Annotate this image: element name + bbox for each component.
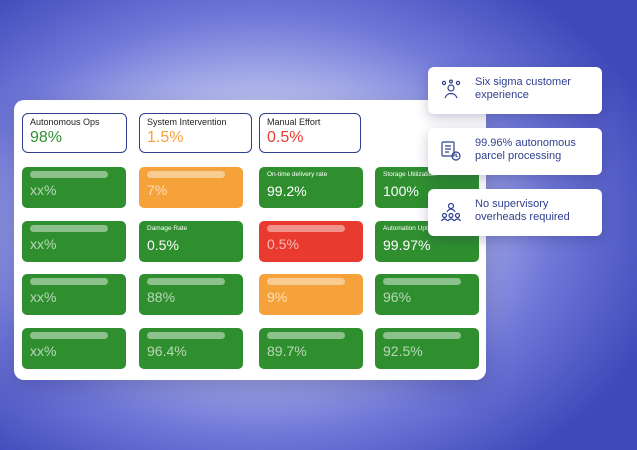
placeholder-bar	[383, 332, 461, 339]
callout-parcel-processing: 99.96% autonomous parcel processing	[428, 128, 602, 175]
tile-value: xx%	[30, 182, 57, 198]
kpi-label: Autonomous Ops	[30, 117, 100, 127]
placeholder-bar	[30, 332, 108, 339]
callout-text: 99.96% autonomous parcel processing	[475, 137, 576, 162]
metric-tile[interactable]: 89.7%	[259, 328, 363, 369]
supervisory-team-icon	[440, 201, 462, 223]
tile-label: Storage Utilization	[383, 171, 436, 178]
tile-label: Automation Uptime	[383, 225, 439, 232]
metric-tile[interactable]: 0.5%	[259, 221, 363, 262]
kpi-manual-effort[interactable]: Manual Effort 0.5%	[259, 113, 361, 153]
tile-value: xx%	[30, 289, 57, 305]
parcel-processing-icon	[440, 140, 462, 162]
placeholder-bar	[147, 332, 225, 339]
tile-value: 99.2%	[267, 183, 307, 199]
callout-text: No supervisory overheads required	[475, 198, 570, 223]
kpi-label: Manual Effort	[267, 117, 321, 127]
placeholder-bar	[147, 278, 225, 285]
tile-value: 96%	[383, 289, 412, 305]
metric-tile[interactable]: 7%	[139, 167, 243, 208]
tile-value: 100%	[383, 183, 419, 199]
metric-tile[interactable]: xx%	[22, 221, 126, 262]
tile-value: 9%	[267, 289, 288, 305]
tile-value: 0.5%	[267, 236, 299, 252]
callout-supervisory: No supervisory overheads required	[428, 189, 602, 236]
metric-tile-on-time-delivery[interactable]: On-time delivery rate 99.2%	[259, 167, 363, 208]
metric-tile[interactable]: 96%	[375, 274, 479, 315]
tile-label: On-time delivery rate	[267, 171, 328, 178]
placeholder-bar	[147, 171, 225, 178]
kpi-autonomous-ops[interactable]: Autonomous Ops 98%	[22, 113, 127, 153]
customer-experience-icon	[440, 79, 462, 101]
kpi-value: 98%	[30, 129, 63, 146]
placeholder-bar	[267, 225, 345, 232]
metric-tile-damage-rate[interactable]: Damage Rate 0.5%	[139, 221, 243, 262]
tile-label: Damage Rate	[147, 225, 188, 232]
tile-value: xx%	[30, 343, 57, 359]
tile-value: 92.5%	[383, 343, 423, 359]
metric-tile[interactable]: 92.5%	[375, 328, 479, 369]
callout-customer-experience: Six sigma customer experience	[428, 67, 602, 114]
metric-tile-automation-uptime[interactable]: Automation Uptime 99.97%	[375, 221, 479, 262]
placeholder-bar	[30, 278, 108, 285]
tile-value: 88%	[147, 289, 176, 305]
callout-text: Six sigma customer experience	[475, 76, 571, 101]
metric-tile[interactable]: 88%	[139, 274, 243, 315]
placeholder-bar	[267, 332, 345, 339]
metric-tile[interactable]: xx%	[22, 274, 126, 315]
metric-tile[interactable]: 96.4%	[139, 328, 243, 369]
placeholder-bar	[267, 278, 345, 285]
tile-value: 89.7%	[267, 343, 307, 359]
kpi-value: 1.5%	[147, 129, 184, 146]
kpi-system-intervention[interactable]: System Intervention 1.5%	[139, 113, 252, 153]
metric-tile[interactable]: xx%	[22, 328, 126, 369]
dashboard-card: Autonomous Ops 98% System Intervention 1…	[14, 100, 486, 380]
tile-value: 7%	[147, 182, 168, 198]
metric-tile[interactable]: xx%	[22, 167, 126, 208]
kpi-value: 0.5%	[267, 129, 304, 146]
metric-tile[interactable]: 9%	[259, 274, 363, 315]
tile-value: 96.4%	[147, 343, 187, 359]
kpi-label: System Intervention	[147, 117, 227, 127]
tile-value: xx%	[30, 236, 57, 252]
placeholder-bar	[30, 171, 108, 178]
placeholder-bar	[383, 278, 461, 285]
tile-value: 0.5%	[147, 237, 179, 253]
placeholder-bar	[30, 225, 108, 232]
tile-value: 99.97%	[383, 237, 431, 253]
